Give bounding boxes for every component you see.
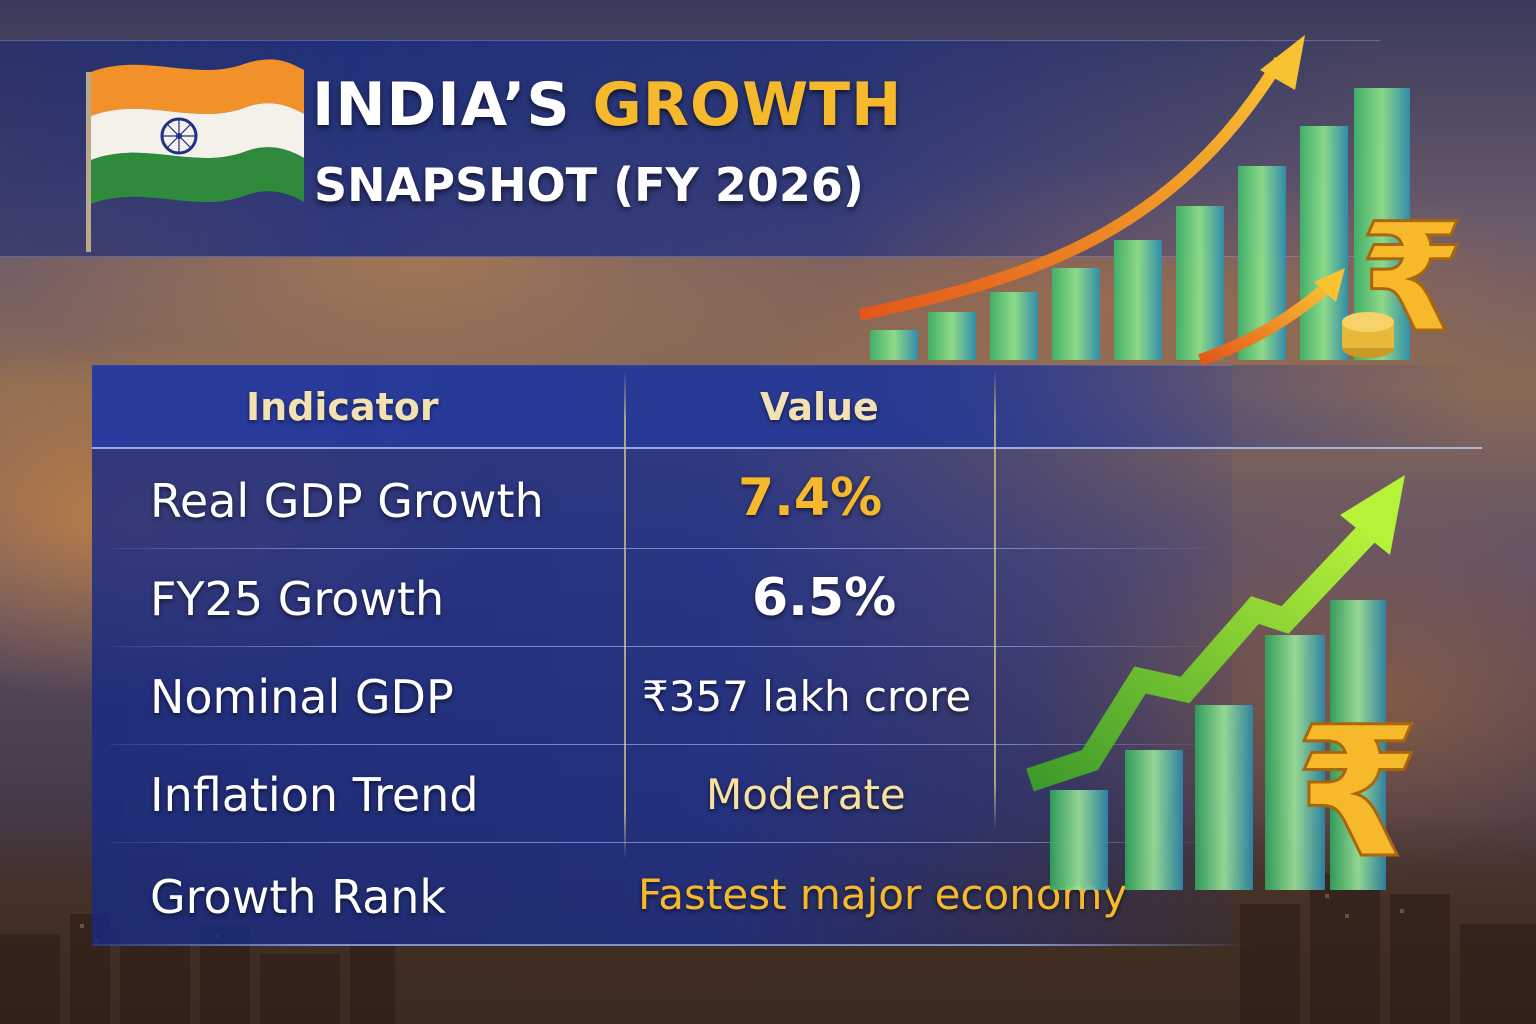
value-cell: 6.5% [752,568,897,628]
india-flag-icon [86,59,304,252]
indicator-cell: Nominal GDP [150,670,454,724]
header-value: Value [760,385,879,429]
city-buildings-decoration [0,874,1536,1024]
value-cell: Moderate [706,770,906,819]
row-divider [110,646,1210,647]
indicator-cell: Growth Rank [150,870,447,924]
header-indicator: Indicator [246,385,439,429]
page-title: INDIA’S GROWTH [312,70,902,140]
indicator-cell: Real GDP Growth [150,474,544,528]
row-divider [110,744,1210,745]
title-prefix: INDIA’S [312,70,571,140]
bar-chart-icon: ₹ [858,35,1466,368]
rupee-icon: ₹ [1360,192,1464,366]
row-divider [110,842,1210,843]
row-divider [110,548,1210,549]
table-bottom-border [92,944,1252,946]
value-cell: 7.4% [738,468,883,528]
column-divider [624,370,626,860]
indicator-cell: FY25 Growth [150,572,445,626]
growth-arrow-icon: ₹ [1026,475,1422,890]
value-cell: Fastest major economy [638,870,1128,919]
indicator-cell: Inflation Trend [150,768,479,822]
rupee-icon: ₹ [1295,689,1420,890]
value-cell: ₹357 lakh crore [642,672,972,721]
column-divider [994,370,996,830]
page-subtitle: SNAPSHOT (FY 2026) [314,158,864,212]
indicator-table [92,365,1232,946]
table-header-row [92,365,1482,449]
title-accent: GROWTH [592,70,903,140]
